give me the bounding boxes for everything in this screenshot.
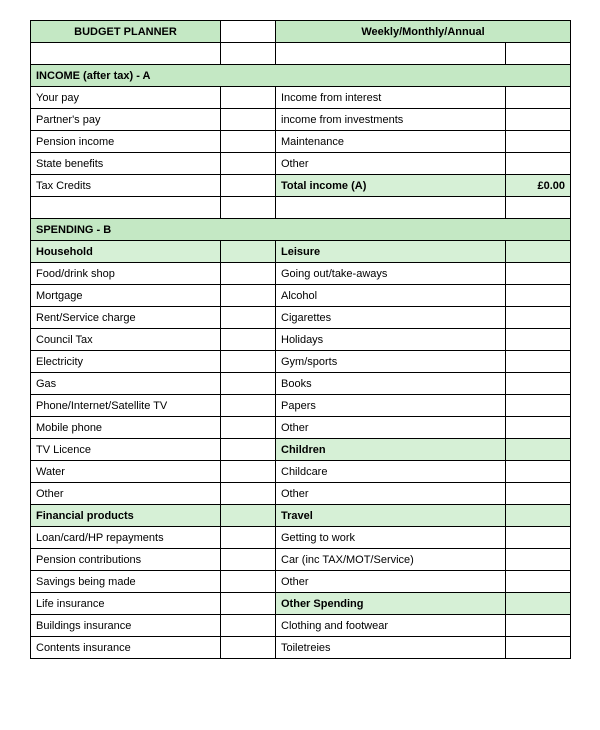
financial-1: Pension contributions	[31, 549, 221, 571]
spending-section: SPENDING - B	[31, 219, 571, 241]
leisure-6: Papers	[276, 395, 506, 417]
children-1: Other	[276, 483, 506, 505]
income-section: INCOME (after tax) - A	[31, 65, 571, 87]
income-left-0: Your pay	[31, 87, 221, 109]
title-cell: BUDGET PLANNER	[31, 21, 221, 43]
children-0: Childcare	[276, 461, 506, 483]
leisure-3: Holidays	[276, 329, 506, 351]
financial-3: Life insurance	[31, 593, 221, 615]
other-spending-0: Clothing and footwear	[276, 615, 506, 637]
household-0: Food/drink shop	[31, 263, 221, 285]
financial-2: Savings being made	[31, 571, 221, 593]
other-spending-1: Toiletreies	[276, 637, 506, 659]
income-right-3: Other	[276, 153, 506, 175]
spacer	[221, 21, 276, 43]
travel-1: Car (inc TAX/MOT/Service)	[276, 549, 506, 571]
budget-table: BUDGET PLANNER Weekly/Monthly/Annual INC…	[30, 20, 571, 659]
leisure-2: Cigarettes	[276, 307, 506, 329]
household-label: Household	[31, 241, 221, 263]
household-3: Council Tax	[31, 329, 221, 351]
household-9: Water	[31, 461, 221, 483]
financial-5: Contents insurance	[31, 637, 221, 659]
household-6: Phone/Internet/Satellite TV	[31, 395, 221, 417]
total-income-label: Total income (A)	[276, 175, 506, 197]
household-1: Mortgage	[31, 285, 221, 307]
leisure-label: Leisure	[276, 241, 506, 263]
travel-label: Travel	[276, 505, 506, 527]
household-8: TV Licence	[31, 439, 221, 461]
travel-2: Other	[276, 571, 506, 593]
income-left-3: State benefits	[31, 153, 221, 175]
leisure-4: Gym/sports	[276, 351, 506, 373]
total-income-value: £0.00	[506, 175, 571, 197]
leisure-5: Books	[276, 373, 506, 395]
leisure-1: Alcohol	[276, 285, 506, 307]
children-label: Children	[276, 439, 506, 461]
income-right-0: Income from interest	[276, 87, 506, 109]
income-left-1: Partner's pay	[31, 109, 221, 131]
period-cell: Weekly/Monthly/Annual	[276, 21, 571, 43]
income-left-2: Pension income	[31, 131, 221, 153]
travel-0: Getting to work	[276, 527, 506, 549]
financial-0: Loan/card/HP repayments	[31, 527, 221, 549]
leisure-7: Other	[276, 417, 506, 439]
household-10: Other	[31, 483, 221, 505]
financial-4: Buildings insurance	[31, 615, 221, 637]
income-left-4: Tax Credits	[31, 175, 221, 197]
household-2: Rent/Service charge	[31, 307, 221, 329]
income-right-1: income from investments	[276, 109, 506, 131]
household-7: Mobile phone	[31, 417, 221, 439]
income-right-2: Maintenance	[276, 131, 506, 153]
household-5: Gas	[31, 373, 221, 395]
leisure-0: Going out/take-aways	[276, 263, 506, 285]
household-4: Electricity	[31, 351, 221, 373]
financial-label: Financial products	[31, 505, 221, 527]
other-spending-label: Other Spending	[276, 593, 506, 615]
